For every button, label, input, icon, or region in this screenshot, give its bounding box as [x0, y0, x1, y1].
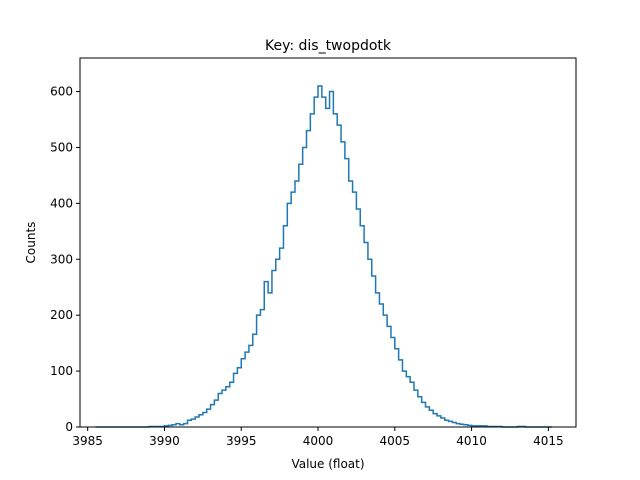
y-tick-label: 300 [50, 252, 73, 266]
chart-title: Key: dis_twopdotk [265, 38, 392, 54]
histogram-step-line [95, 85, 553, 428]
y-tick-label: 500 [50, 140, 73, 154]
y-tick-label: 0 [65, 420, 73, 434]
x-tick-label: 3985 [72, 434, 103, 448]
x-tick-label: 4010 [456, 434, 487, 448]
histogram-series [95, 85, 553, 428]
x-tick-label: 4005 [380, 434, 411, 448]
y-tick-label: 400 [50, 196, 73, 210]
y-tick-label: 100 [50, 364, 73, 378]
plot-frame [79, 57, 577, 428]
x-tick-label: 3995 [226, 434, 257, 448]
x-tick-label: 4015 [533, 434, 564, 448]
x-tick-label: 3990 [149, 434, 180, 448]
y-tick-label: 600 [50, 85, 73, 99]
y-tick-label: 200 [50, 308, 73, 322]
x-axis-ticks: 3985 3990 3995 4000 4005 4010 4015 [72, 427, 564, 448]
y-axis-label: Counts [24, 222, 38, 264]
x-axis-label: Value (float) [291, 457, 364, 471]
x-tick-label: 4000 [303, 434, 334, 448]
y-axis-ticks: 0 100 200 300 400 500 600 [50, 85, 80, 434]
